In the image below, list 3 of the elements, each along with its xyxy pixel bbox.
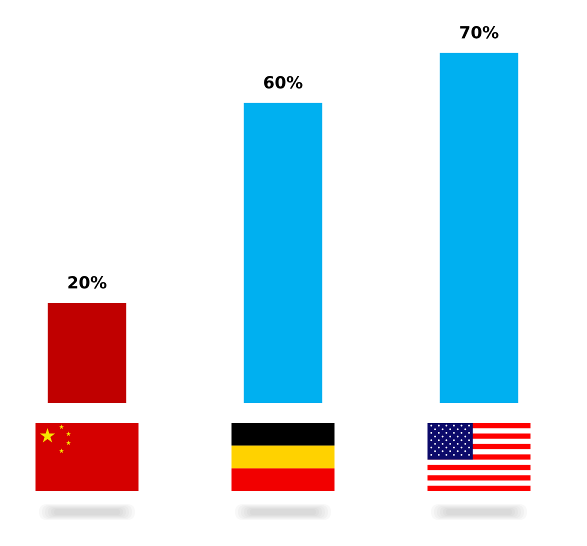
data-label: 60% <box>264 76 302 89</box>
data-label: 70% <box>460 26 498 39</box>
data-label: 20% <box>68 276 106 289</box>
